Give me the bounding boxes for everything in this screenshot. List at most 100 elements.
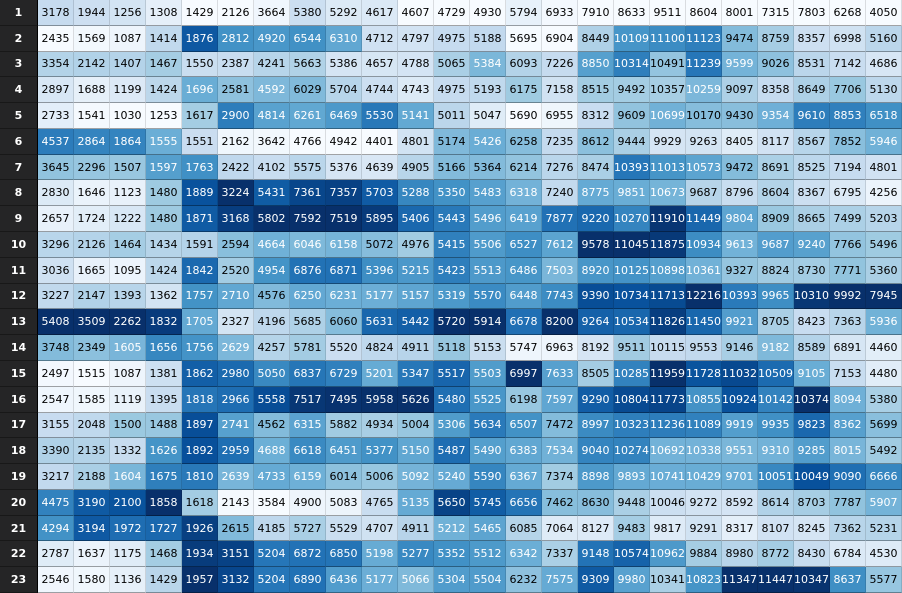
table-cell: 11728 bbox=[686, 360, 722, 387]
table-cell: 9992 bbox=[830, 283, 866, 310]
table-cell: 8405 bbox=[722, 128, 758, 155]
table-cell: 2900 bbox=[218, 103, 254, 129]
table-cell: 6486 bbox=[506, 257, 542, 284]
table-cell: 7142 bbox=[830, 51, 866, 78]
table-cell: 4911 bbox=[398, 335, 434, 361]
table-cell: 6014 bbox=[326, 464, 362, 490]
table-cell: 5408 bbox=[38, 309, 74, 336]
table-cell: 8367 bbox=[794, 180, 830, 207]
table-cell: 10270 bbox=[614, 206, 650, 233]
table-cell: 6784 bbox=[830, 541, 866, 568]
table-cell: 8001 bbox=[722, 0, 758, 26]
table-cell: 9701 bbox=[722, 464, 758, 490]
table-cell: 5703 bbox=[362, 180, 398, 207]
table-cell: 8772 bbox=[758, 541, 794, 568]
table-cell: 5288 bbox=[398, 180, 434, 207]
table-cell: 9613 bbox=[722, 232, 758, 258]
table-cell: 5072 bbox=[362, 232, 398, 258]
table-cell: 4688 bbox=[254, 438, 290, 465]
table-cell: 2497 bbox=[38, 360, 74, 387]
table-cell: 8127 bbox=[578, 515, 614, 542]
table-cell: 8505 bbox=[578, 360, 614, 387]
table-cell: 10699 bbox=[650, 103, 686, 129]
table-cell: 10051 bbox=[758, 464, 794, 490]
table-cell: 9090 bbox=[830, 464, 866, 490]
table-cell: 5166 bbox=[434, 154, 470, 181]
table-cell: 10347 bbox=[794, 567, 830, 593]
table-cell: 1696 bbox=[182, 77, 218, 104]
table-cell: 6850 bbox=[326, 541, 362, 568]
table-cell: 5426 bbox=[470, 128, 506, 155]
table-cell: 1591 bbox=[182, 232, 218, 258]
table-cell: 9310 bbox=[758, 438, 794, 465]
table-cell: 4900 bbox=[290, 489, 326, 516]
table-cell: 1858 bbox=[146, 489, 182, 516]
table-cell: 10259 bbox=[686, 77, 722, 104]
table-cell: 5386 bbox=[326, 51, 362, 78]
table-cell: 6367 bbox=[506, 464, 542, 490]
table-cell: 5360 bbox=[866, 257, 902, 284]
table-cell: 3168 bbox=[218, 206, 254, 233]
table-cell: 9097 bbox=[722, 77, 758, 104]
table-cell: 5135 bbox=[398, 489, 434, 516]
table-cell: 6268 bbox=[830, 0, 866, 26]
table-cell: 8730 bbox=[794, 257, 830, 284]
table-cell: 2143 bbox=[218, 489, 254, 516]
table-cell: 8592 bbox=[722, 489, 758, 516]
table-cell: 6837 bbox=[290, 360, 326, 387]
table-cell: 5577 bbox=[866, 567, 902, 593]
table-cell: 4257 bbox=[254, 335, 290, 361]
table-cell: 5160 bbox=[866, 25, 902, 52]
table-cell: 2733 bbox=[38, 103, 74, 129]
table-cell: 9448 bbox=[614, 489, 650, 516]
table-cell: 11450 bbox=[686, 309, 722, 336]
table-cell: 1500 bbox=[110, 412, 146, 439]
table-cell: 1087 bbox=[110, 360, 146, 387]
table-cell: 6876 bbox=[290, 257, 326, 284]
table-cell: 5590 bbox=[470, 464, 506, 490]
table-cell: 11447 bbox=[758, 567, 794, 593]
table-cell: 11032 bbox=[722, 360, 758, 387]
table-cell: 7226 bbox=[542, 51, 578, 78]
table-cell: 10924 bbox=[722, 386, 758, 413]
table-cell: 1688 bbox=[74, 77, 110, 104]
table-cell: 1842 bbox=[182, 257, 218, 284]
table-cell: 6258 bbox=[506, 128, 542, 155]
table-cell: 6618 bbox=[290, 438, 326, 465]
table-cell: 8705 bbox=[758, 309, 794, 336]
table-cell: 4975 bbox=[434, 77, 470, 104]
table-cell: 4797 bbox=[398, 25, 434, 52]
table-cell: 9921 bbox=[722, 309, 758, 336]
row-header: 8 bbox=[0, 180, 38, 207]
table-cell: 10109 bbox=[614, 25, 650, 52]
table-cell: 7276 bbox=[542, 154, 578, 181]
table-cell: 1550 bbox=[182, 51, 218, 78]
table-cell: 1555 bbox=[146, 128, 182, 155]
table-cell: 4729 bbox=[434, 0, 470, 26]
table-cell: 2581 bbox=[218, 77, 254, 104]
table-cell: 9285 bbox=[794, 438, 830, 465]
table-cell: 5384 bbox=[470, 51, 506, 78]
table-cell: 1656 bbox=[146, 335, 182, 361]
table-cell: 1604 bbox=[110, 464, 146, 490]
table-cell: 6315 bbox=[290, 412, 326, 439]
table-cell: 5423 bbox=[434, 257, 470, 284]
table-cell: 1429 bbox=[182, 0, 218, 26]
row-header: 14 bbox=[0, 335, 38, 361]
table-cell: 11045 bbox=[614, 232, 650, 258]
table-cell: 3036 bbox=[38, 257, 74, 284]
table-cell: 4686 bbox=[866, 51, 902, 78]
table-cell: 1332 bbox=[110, 438, 146, 465]
table-cell: 8589 bbox=[794, 335, 830, 361]
table-cell: 10115 bbox=[650, 335, 686, 361]
table-cell: 1087 bbox=[110, 25, 146, 52]
table-cell: 6159 bbox=[290, 464, 326, 490]
table-cell: 1897 bbox=[182, 412, 218, 439]
table-cell: 1580 bbox=[74, 567, 110, 593]
table-cell: 2135 bbox=[74, 438, 110, 465]
table-cell: 4185 bbox=[254, 515, 290, 542]
table-cell: 7337 bbox=[542, 541, 578, 568]
table-cell: 9687 bbox=[758, 232, 794, 258]
table-cell: 2710 bbox=[218, 283, 254, 310]
table-cell: 1675 bbox=[146, 464, 182, 490]
